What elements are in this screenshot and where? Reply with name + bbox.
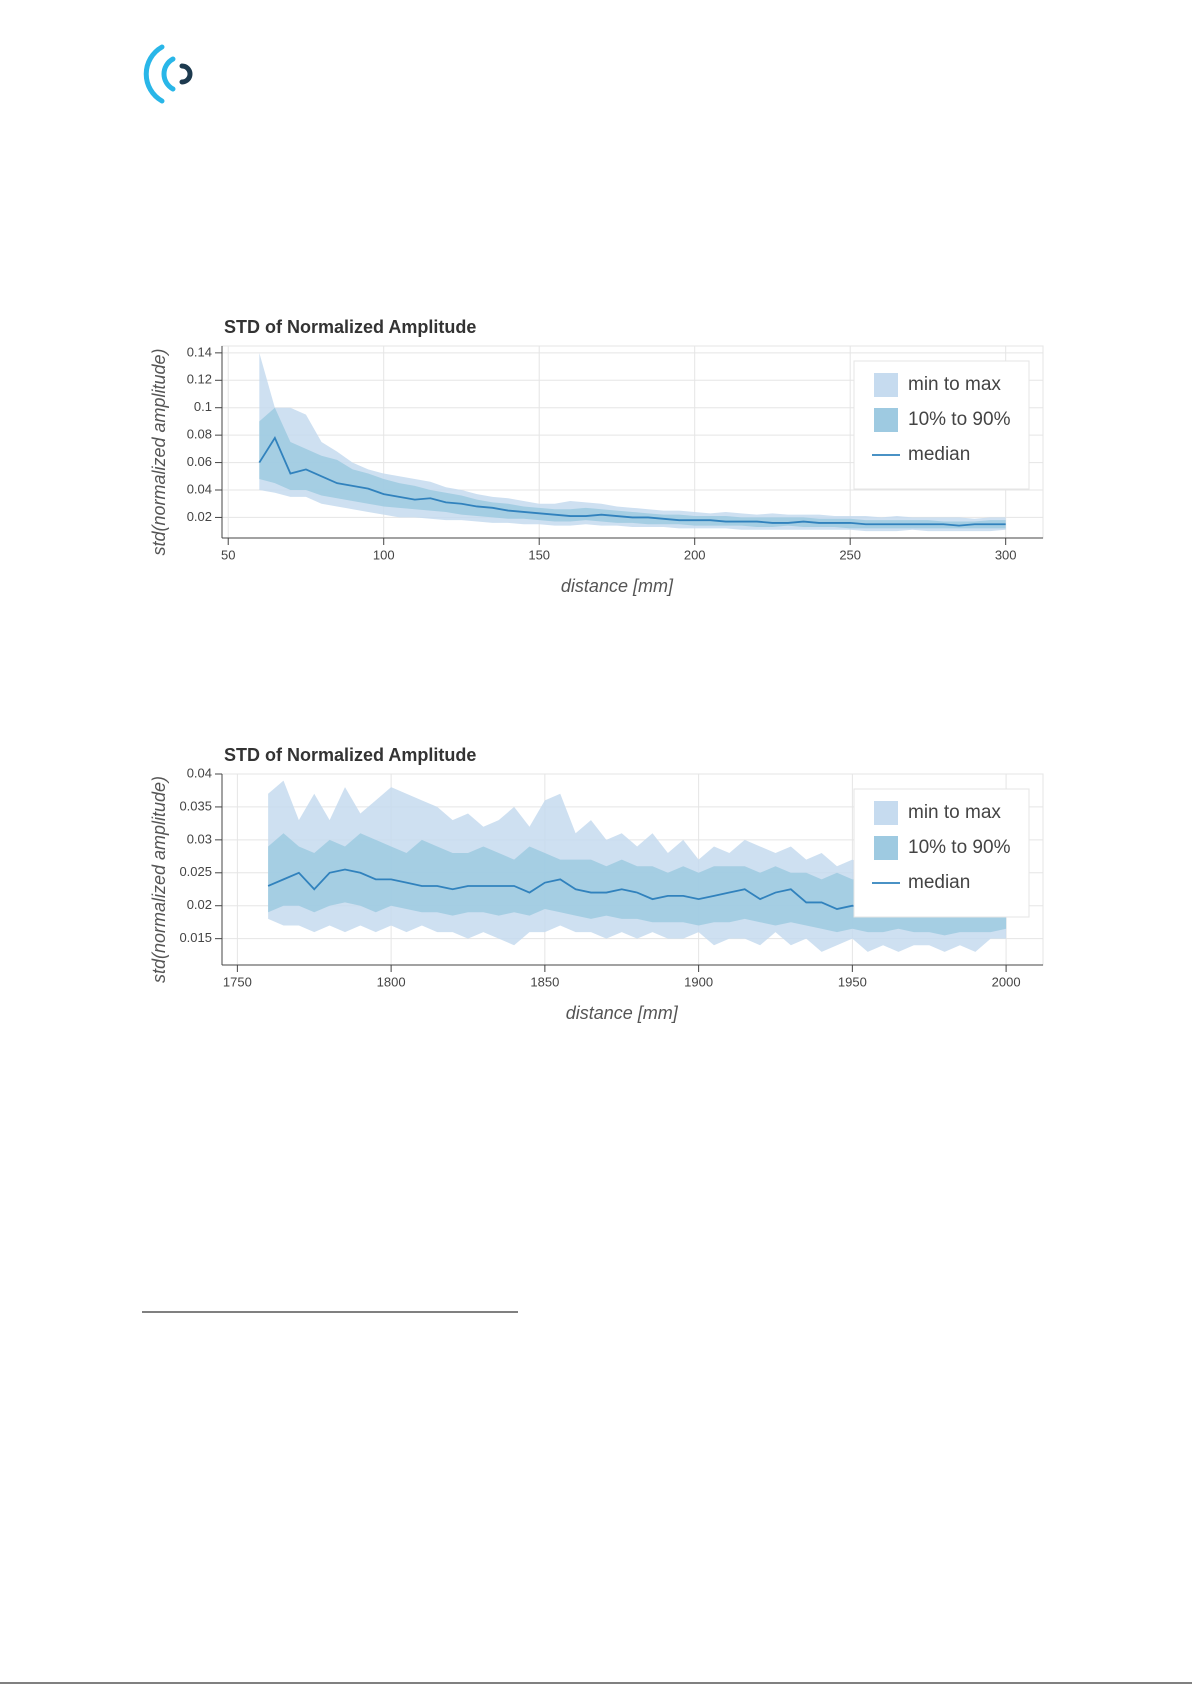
y-tick-label: 0.02 [187,897,212,912]
chart-title: STD of Normalized Amplitude [224,317,476,337]
legend-label: 10% to 90% [908,409,1011,430]
x-tick-label: 1950 [838,974,867,989]
x-tick-label: 100 [373,547,395,562]
x-axis-label: distance [mm] [561,576,674,596]
x-tick-label: 1850 [530,974,559,989]
y-tick-label: 0.1 [194,399,212,414]
logo [143,44,193,104]
x-tick-label: 200 [684,547,706,562]
y-tick-label: 0.06 [187,454,212,469]
legend-swatch [874,836,898,860]
chart: 1750 1800 1850 1900 1950 2000 0.015 0.02 0.025 0.… [149,745,1044,1023]
legend-label: median [908,444,970,465]
x-axis-label: distance [mm] [566,1003,679,1023]
x-tick-label: 2000 [992,974,1021,989]
legend-label: min to max [908,802,1001,823]
legend-label: 10% to 90% [908,837,1011,858]
y-axis-label: std(normalized amplitude) [149,348,169,555]
x-tick-label: 1800 [377,974,406,989]
y-tick-label: 0.015 [179,930,212,945]
y-tick-label: 0.14 [187,344,212,359]
chart: 50 100 150 200 250 300 0.02 0.04 0.06 0.08 0.1 0.12… [149,317,1044,596]
x-tick-label: 50 [221,547,235,562]
y-tick-label: 0.04 [187,765,212,780]
band-area [259,407,1006,529]
legend-swatch [874,408,898,432]
y-tick-label: 0.025 [179,864,212,879]
chart-title: STD of Normalized Amplitude [224,745,476,765]
x-tick-label: 1750 [223,974,252,989]
band-area [268,833,1007,936]
legend-swatch [874,373,898,397]
legend-label: min to max [908,374,1001,395]
x-tick-label: 150 [528,547,550,562]
x-tick-label: 300 [995,547,1017,562]
y-axis-label: std(normalized amplitude) [149,776,169,983]
y-tick-label: 0.02 [187,509,212,524]
y-tick-label: 0.04 [187,481,212,496]
y-tick-label: 0.03 [187,831,212,846]
x-tick-label: 250 [839,547,861,562]
legend-label: median [908,872,970,893]
legend-swatch [874,801,898,825]
x-tick-label: 1900 [684,974,713,989]
y-tick-label: 0.035 [179,798,212,813]
y-tick-label: 0.12 [187,372,212,387]
y-tick-label: 0.08 [187,427,212,442]
median-line [258,435,1006,527]
